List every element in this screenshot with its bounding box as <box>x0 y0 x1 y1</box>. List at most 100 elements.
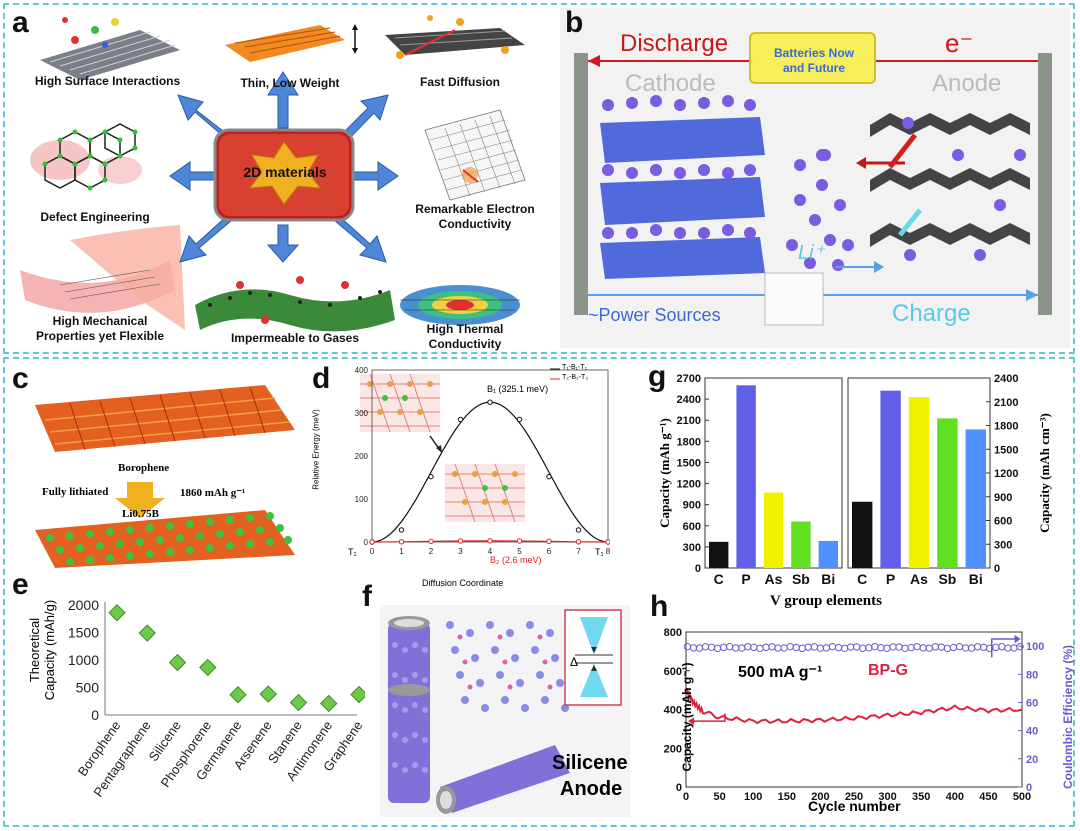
batteries-badge-2: and Future <box>783 61 845 75</box>
cathode-label: Cathode <box>625 70 716 97</box>
e-point <box>168 653 187 672</box>
d-point <box>428 538 434 545</box>
h-left-tick: 200 <box>664 743 682 755</box>
d-t-end: T₁ <box>595 547 604 557</box>
h-ce-point <box>750 643 758 652</box>
d-point <box>428 473 434 480</box>
caption-mech-2: Properties yet Flexible <box>35 329 165 343</box>
g-left-bar <box>818 540 838 568</box>
d-point <box>369 539 375 545</box>
d-t-start: T₁ <box>348 547 357 557</box>
h-ce-point <box>786 642 794 651</box>
center-label: 2D materials <box>243 164 327 180</box>
g-left-bar <box>791 521 811 568</box>
h-ce-point <box>732 644 740 652</box>
h-x-tick: 50 <box>713 791 725 803</box>
d-x-tick: 0 <box>370 547 375 556</box>
surface-sheet-graphic <box>40 17 180 80</box>
panel-b-graphic <box>574 32 1052 326</box>
thin-sheet-graphic <box>225 24 358 62</box>
h-ce-point <box>822 644 831 652</box>
d-ylabel: Relative Energy (meV) <box>311 409 321 490</box>
e-point <box>350 685 365 704</box>
h-ce-point <box>738 644 746 652</box>
d-x-tick: 3 <box>458 547 463 556</box>
e-y-tick: 2000 <box>68 597 99 613</box>
g-left-tick: 2400 <box>677 394 701 406</box>
d-point <box>575 539 582 545</box>
g-right-cat: P <box>886 571 895 587</box>
caption-mech-1: High Mechanical <box>52 314 148 328</box>
h-right-tick: 80 <box>1026 669 1038 681</box>
h-x-tick: 450 <box>979 791 997 803</box>
h-right-tick: 40 <box>1026 726 1038 738</box>
h-ce-point <box>762 643 770 651</box>
g-xlabel: V group elements <box>770 593 882 609</box>
h-ce-point <box>949 643 958 652</box>
borophene-label: Borophene <box>118 462 170 474</box>
h-ce-point <box>889 643 897 651</box>
d-peak-label: B₁ (325.1 meV) <box>487 384 549 394</box>
e-y-tick: 500 <box>76 680 100 696</box>
h-ce-point <box>973 643 982 651</box>
h-right-tick: 100 <box>1026 641 1044 653</box>
h-x-tick: 400 <box>946 791 964 803</box>
caption-gases: Impermeable to Gases <box>230 331 360 345</box>
h-ce-point <box>925 644 933 652</box>
panel-f-graphic <box>380 605 630 817</box>
g-left-bar <box>763 492 784 568</box>
anode-label: Anode <box>932 70 1002 97</box>
caption-defect: Defect Engineering <box>40 210 150 224</box>
d-point <box>605 539 610 545</box>
panel-c-label: c <box>12 362 29 395</box>
h-ce-point <box>701 643 710 651</box>
d-point <box>457 416 464 423</box>
g-right-tick: 900 <box>994 492 1012 504</box>
g-right-tick: 600 <box>994 516 1012 528</box>
g-left-tick: 1200 <box>677 479 701 491</box>
panel-e-label: e <box>12 568 29 601</box>
h-ce-point <box>1016 643 1024 651</box>
h-ce-point <box>901 644 909 652</box>
g-left-bar <box>736 385 756 568</box>
graphene-graphic <box>424 109 526 201</box>
d-legend-1: T₁-B₁-T₁ <box>562 364 587 371</box>
h-ylabel-right: Coulombic Efficiency (%) <box>1061 644 1075 790</box>
h-capacity-line <box>685 688 1023 725</box>
d-x-tick: 4 <box>488 547 493 556</box>
d-point <box>487 399 493 405</box>
g-right-tick: 1800 <box>994 421 1018 433</box>
caption-thermal-2: Conductivity <box>428 337 502 351</box>
g-right-cat: C <box>857 571 867 587</box>
caption-surface: High Surface Interactions <box>34 74 181 88</box>
e-point <box>138 624 156 642</box>
h-right-tick: 20 <box>1026 754 1038 766</box>
g-left-cat: C <box>714 571 724 587</box>
h-ce-point <box>828 642 837 651</box>
d-x-tick: 5 <box>517 547 522 556</box>
e-ylabel: Theoretical Capacity (mAh/g) <box>27 599 57 701</box>
g-right-tick: 300 <box>994 539 1012 551</box>
h-right-tick: 60 <box>1026 697 1038 709</box>
d-point <box>516 538 523 544</box>
g-right-bar <box>965 429 986 568</box>
h-ce-point <box>943 644 952 653</box>
g-left-tick: 300 <box>683 542 701 554</box>
h-x-tick: 150 <box>778 791 796 803</box>
d-point <box>487 538 493 544</box>
h-ce-point <box>907 643 915 652</box>
anode-structure <box>870 113 1030 247</box>
e-point <box>320 694 338 713</box>
h-ce-point <box>792 643 800 652</box>
defect-graphic <box>30 123 142 191</box>
top-frame <box>3 3 1075 354</box>
discharge-label: Discharge <box>620 30 729 57</box>
h-ce-point <box>979 643 988 651</box>
d-y-tick: 200 <box>355 452 369 461</box>
lithiated-label: Fully lithiated <box>42 486 109 498</box>
g-right-tick: 1200 <box>994 468 1018 480</box>
anode-f-label: Anode <box>560 778 623 800</box>
cathode-layers <box>600 117 765 279</box>
h-arrow-left-head <box>688 717 695 725</box>
h-x-tick: 200 <box>811 791 829 803</box>
